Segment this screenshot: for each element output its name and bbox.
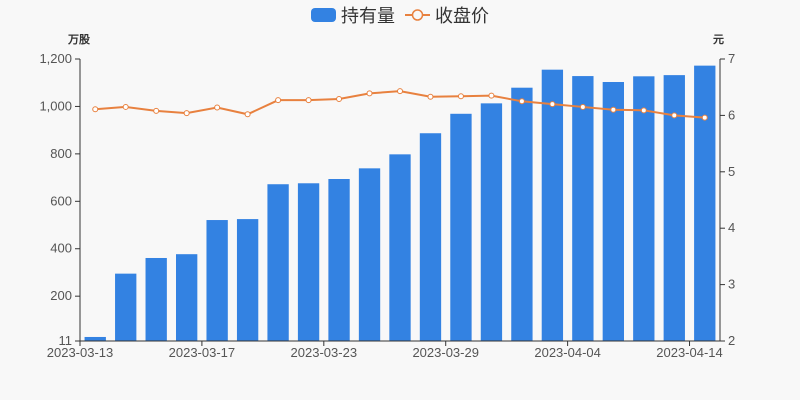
x-tick-label: 2023-03-23 — [291, 345, 358, 360]
line-series — [92, 88, 708, 121]
bar[interactable] — [176, 254, 198, 341]
legend-item-close-price[interactable]: 收盘价 — [405, 2, 489, 28]
left-tick-label: 400 — [50, 241, 72, 256]
line-marker-icon — [405, 9, 430, 21]
axes: 11 200 400 600 800 1,000 1,200 2 3 4 5 6 7 2023-03-13… — [39, 51, 735, 360]
bar[interactable] — [480, 103, 503, 341]
bar[interactable] — [450, 113, 472, 341]
line-point[interactable] — [640, 107, 647, 114]
line-point[interactable] — [305, 97, 312, 104]
x-tick-label: 2023-04-04 — [534, 345, 601, 360]
left-tick-label: 11 — [59, 333, 73, 348]
line-point[interactable] — [92, 106, 99, 113]
right-tick-label: 2 — [728, 333, 735, 348]
bar[interactable] — [297, 183, 320, 341]
bar[interactable] — [633, 76, 655, 341]
line-point[interactable] — [183, 110, 190, 117]
bar[interactable] — [389, 154, 411, 341]
line-point[interactable] — [701, 114, 708, 121]
line-point[interactable] — [671, 112, 678, 119]
line-point[interactable] — [275, 97, 282, 104]
right-tick-label: 7 — [728, 51, 735, 66]
line-point[interactable] — [336, 96, 343, 103]
right-tick-label: 6 — [728, 107, 735, 122]
legend-item-holdings[interactable]: 持有量 — [311, 2, 395, 28]
x-tick-label: 2023-04-14 — [656, 345, 723, 360]
bar[interactable] — [694, 65, 716, 342]
line-point[interactable] — [610, 106, 617, 113]
legend: 持有量 收盘价 — [0, 2, 800, 28]
bar[interactable] — [267, 184, 289, 341]
right-axis-name: 元 — [713, 33, 724, 46]
left-tick-label: 600 — [50, 193, 72, 208]
right-tick-label: 3 — [728, 277, 735, 292]
bar[interactable] — [511, 87, 533, 342]
line-point[interactable] — [122, 103, 129, 110]
bar[interactable] — [328, 179, 350, 341]
left-tick-label: 200 — [50, 288, 72, 303]
bar-series — [84, 65, 716, 342]
line-point[interactable] — [549, 101, 556, 108]
legend-label-holdings: 持有量 — [341, 6, 395, 27]
bar[interactable] — [358, 168, 381, 341]
line-point[interactable] — [397, 88, 403, 95]
x-tick-label: 2023-03-13 — [47, 345, 114, 360]
right-tick-label: 4 — [728, 220, 735, 235]
left-tick-label: 1,000 — [39, 98, 72, 113]
left-tick-label: 1,200 — [39, 51, 72, 66]
bar[interactable] — [602, 82, 624, 341]
line-point[interactable] — [488, 92, 495, 99]
bar[interactable] — [206, 220, 228, 341]
line-point[interactable] — [579, 103, 586, 110]
bar[interactable] — [145, 257, 167, 341]
bar[interactable] — [572, 76, 594, 341]
bar[interactable] — [236, 219, 259, 341]
bar[interactable] — [115, 273, 137, 341]
x-tick-label: 2023-03-29 — [412, 345, 479, 360]
legend-label-close-price: 收盘价 — [435, 6, 489, 27]
line-point[interactable] — [214, 104, 221, 111]
line-point[interactable] — [153, 107, 160, 114]
line-point[interactable] — [427, 93, 434, 100]
line-point[interactable] — [518, 98, 525, 105]
bar[interactable] — [84, 336, 106, 341]
left-tick-label: 800 — [50, 146, 72, 161]
bar[interactable] — [663, 75, 685, 341]
right-tick-label: 5 — [728, 164, 735, 179]
bar[interactable] — [541, 69, 564, 341]
line-point[interactable] — [244, 111, 251, 118]
line-point[interactable] — [457, 93, 464, 100]
x-tick-label: 2023-03-17 — [169, 345, 236, 360]
line-point[interactable] — [366, 90, 373, 97]
left-axis-name: 万股 — [68, 33, 90, 46]
bar[interactable] — [419, 133, 442, 341]
bar-swatch-icon — [311, 8, 336, 22]
